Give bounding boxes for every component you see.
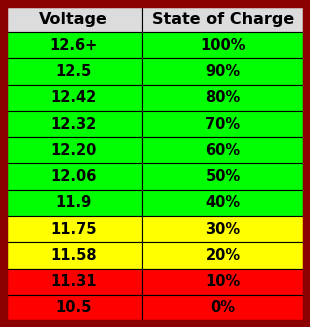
Text: 11.31: 11.31 bbox=[50, 274, 97, 289]
Bar bbox=[6, 85, 142, 111]
Bar bbox=[6, 242, 142, 268]
Bar bbox=[142, 268, 304, 295]
Bar bbox=[6, 190, 142, 216]
Text: 10%: 10% bbox=[205, 274, 241, 289]
Text: State of Charge: State of Charge bbox=[152, 11, 294, 26]
Text: 50%: 50% bbox=[205, 169, 241, 184]
Text: 11.75: 11.75 bbox=[50, 222, 97, 237]
Text: 12.5: 12.5 bbox=[55, 64, 92, 79]
Bar bbox=[6, 216, 142, 242]
Bar bbox=[142, 164, 304, 190]
Bar bbox=[142, 190, 304, 216]
Text: 12.32: 12.32 bbox=[51, 117, 97, 131]
Bar bbox=[142, 295, 304, 321]
Bar bbox=[142, 59, 304, 85]
Bar bbox=[6, 295, 142, 321]
Text: 12.42: 12.42 bbox=[51, 90, 97, 105]
Text: 90%: 90% bbox=[206, 64, 241, 79]
Text: 11.58: 11.58 bbox=[50, 248, 97, 263]
Text: 40%: 40% bbox=[206, 196, 241, 210]
Text: 12.6+: 12.6+ bbox=[49, 38, 98, 53]
Bar bbox=[6, 32, 142, 59]
Text: 0%: 0% bbox=[210, 301, 236, 316]
Text: 20%: 20% bbox=[206, 248, 241, 263]
Bar bbox=[6, 137, 142, 164]
Text: 10.5: 10.5 bbox=[55, 301, 92, 316]
Text: 60%: 60% bbox=[206, 143, 241, 158]
Bar bbox=[142, 242, 304, 268]
Bar bbox=[142, 216, 304, 242]
Text: 12.06: 12.06 bbox=[51, 169, 97, 184]
Bar bbox=[142, 111, 304, 137]
Text: 11.9: 11.9 bbox=[55, 196, 92, 210]
Bar bbox=[142, 137, 304, 164]
Text: Voltage: Voltage bbox=[39, 11, 108, 26]
Bar bbox=[6, 164, 142, 190]
Text: 100%: 100% bbox=[200, 38, 246, 53]
Bar bbox=[6, 111, 142, 137]
Bar bbox=[6, 6, 142, 32]
Bar bbox=[142, 6, 304, 32]
Bar bbox=[142, 85, 304, 111]
Text: 70%: 70% bbox=[206, 117, 241, 131]
Bar bbox=[142, 32, 304, 59]
Text: 12.20: 12.20 bbox=[51, 143, 97, 158]
Text: 30%: 30% bbox=[206, 222, 241, 237]
Text: 80%: 80% bbox=[205, 90, 241, 105]
Bar bbox=[6, 268, 142, 295]
Bar bbox=[6, 59, 142, 85]
